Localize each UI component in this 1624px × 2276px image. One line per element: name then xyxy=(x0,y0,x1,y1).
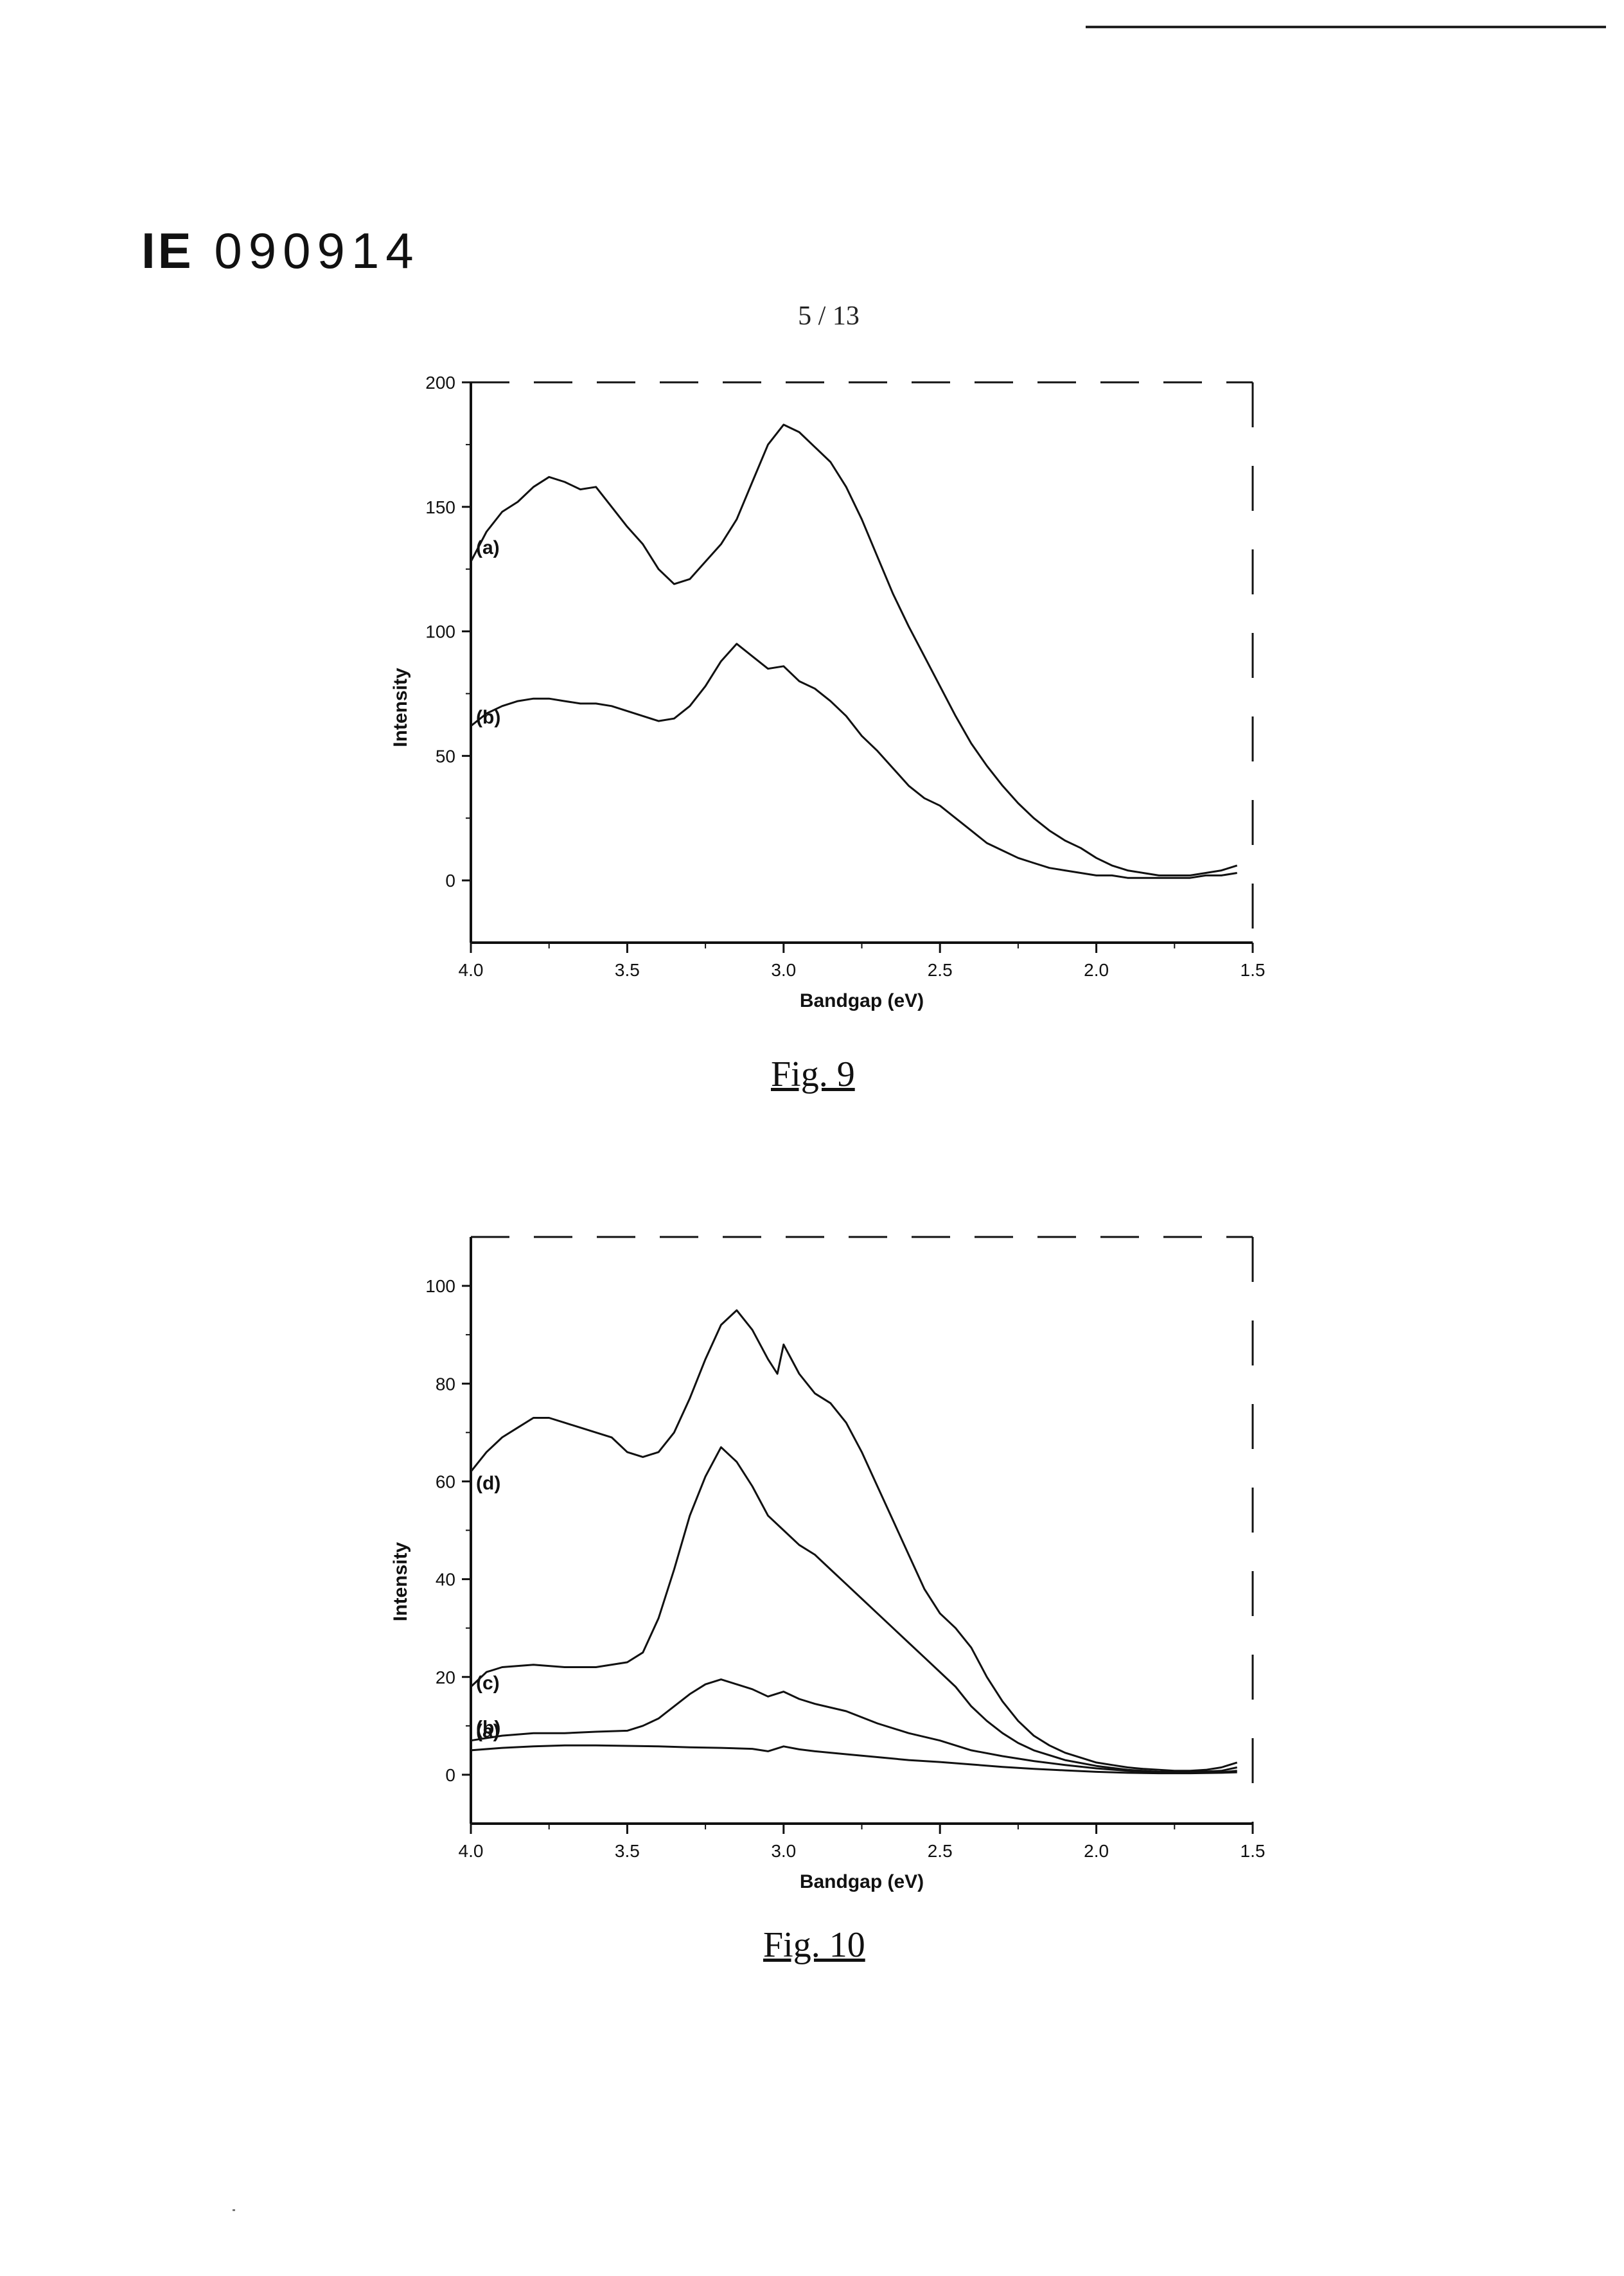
series-line xyxy=(471,1680,1237,1773)
x-tick-label: 1.5 xyxy=(1240,1841,1266,1861)
y-tick-label: 0 xyxy=(445,1765,455,1785)
series-line xyxy=(471,1447,1237,1772)
chart-fig-10: 4.0 3.5 3.0 2.5 2.0 1.5 0 20 40 60 80 100 Bandgap (e… xyxy=(0,0,1624,2056)
stray-mark xyxy=(233,2209,235,2211)
x-axis-title: Bandgap (eV) xyxy=(800,1871,924,1892)
x-tick-label: 3.0 xyxy=(771,1841,796,1861)
series-label: (d) xyxy=(476,1473,500,1494)
y-tick-label: 20 xyxy=(436,1667,455,1687)
series-label: (c) xyxy=(476,1673,500,1694)
y-tick-label: 40 xyxy=(436,1570,455,1590)
x-tick-label: 4.0 xyxy=(459,1841,484,1861)
figure-caption: Fig. 10 xyxy=(763,1925,865,1966)
x-tick-label: 3.5 xyxy=(615,1841,640,1861)
series-line xyxy=(471,1310,1237,1771)
x-tick-label: 2.0 xyxy=(1084,1841,1109,1861)
series-label: (b) xyxy=(476,1718,500,1739)
y-axis-title: Intensity xyxy=(390,1542,411,1622)
y-tick-label: 100 xyxy=(425,1276,455,1296)
x-tick-label: 2.5 xyxy=(928,1841,953,1861)
y-tick-label: 80 xyxy=(436,1374,455,1394)
y-tick-label: 60 xyxy=(436,1471,455,1491)
